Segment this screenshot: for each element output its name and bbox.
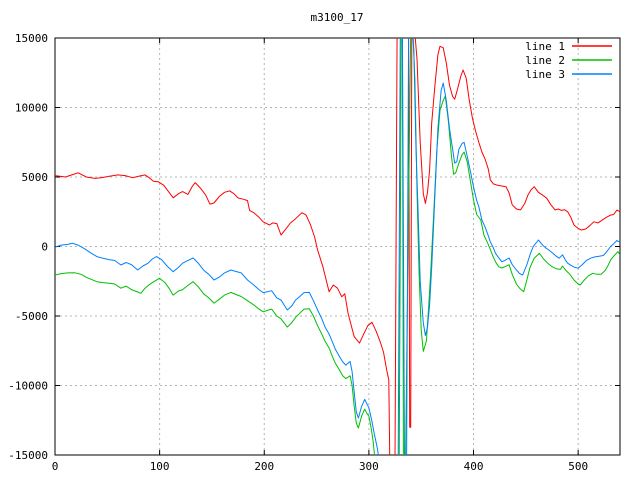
y-tick-label: 5000 [22,171,49,184]
series-line-3 [55,38,620,455]
legend-label: line 2 [525,54,565,67]
x-tick-label: 300 [359,460,379,473]
chart-title: m3100_17 [311,11,364,24]
plot-area: 0 100 200 300 400 500 15000 10000 5000 0 -5000 -100… [8,32,621,473]
legend-label: line 1 [525,40,565,53]
y-tick-label: -5000 [15,310,48,323]
legend-label: line 3 [525,68,565,81]
x-tick-label: 0 [52,460,59,473]
x-tick-label: 200 [254,460,274,473]
y-tick-label: -10000 [8,380,48,393]
x-tick-label: 100 [150,460,170,473]
legend: line 1 line 2 line 3 [525,40,612,81]
x-tick-label: 500 [568,460,588,473]
series-line-1 [55,38,620,455]
series-line-2 [55,38,620,455]
x-tick-label: 400 [464,460,484,473]
y-tick-label: 15000 [15,32,48,45]
y-tick-label: 0 [41,241,48,254]
y-tick-label: -15000 [8,449,48,462]
y-tick-label: 10000 [15,102,48,115]
